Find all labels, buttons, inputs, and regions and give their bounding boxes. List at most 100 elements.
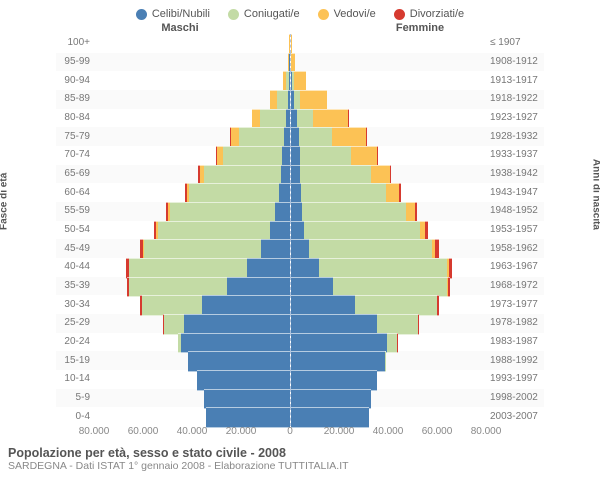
pyramid-row: 5-91998-2002: [56, 389, 544, 408]
segment-m: [300, 146, 351, 167]
segment-d: [425, 221, 428, 242]
pyramid-row: 85-891918-1922: [56, 90, 544, 109]
birth-label: 1923-1927: [486, 113, 544, 123]
birth-label: 1998-2002: [486, 393, 544, 403]
segment-m: [319, 258, 447, 279]
age-label: 50-54: [56, 225, 94, 235]
bar-female: [291, 146, 487, 165]
birth-label: 1948-1952: [486, 206, 544, 216]
legend-swatch: [228, 9, 239, 20]
pyramid-row: 15-191988-1992: [56, 351, 544, 370]
bar-male: [94, 221, 291, 240]
birth-label: 1933-1937: [486, 150, 544, 160]
age-label: 45-49: [56, 244, 94, 254]
bar-female: [291, 295, 487, 314]
bar-male: [94, 53, 291, 72]
chart-title: Popolazione per età, sesso e stato civil…: [8, 446, 592, 460]
segment-w: [332, 127, 366, 148]
segment-m: [223, 146, 283, 167]
birth-label: 1963-1967: [486, 262, 544, 272]
segment-m: [142, 295, 202, 316]
segment-c: [202, 295, 290, 316]
segment-d: [399, 183, 401, 204]
segment-w: [351, 146, 377, 167]
x-tick: 60.000: [128, 426, 159, 437]
legend-label: Divorziati/e: [410, 8, 464, 20]
bar-male: [94, 389, 291, 408]
bar-female: [291, 407, 487, 426]
chart-area: Fasce di età Anni di nascita 100+≤ 1907 9…: [0, 34, 600, 426]
legend-label: Vedovi/e: [334, 8, 376, 20]
segment-m: [204, 165, 281, 186]
age-label: 40-44: [56, 262, 94, 272]
bar-female: [291, 127, 487, 146]
yaxis-label-left: Fasce di età: [0, 173, 10, 230]
birth-label: 1918-1922: [486, 94, 544, 104]
segment-c: [291, 333, 388, 354]
bar-male: [94, 34, 291, 53]
pyramid-row: 10-141993-1997: [56, 370, 544, 389]
legend-item: Vedovi/e: [318, 8, 376, 20]
age-label: 90-94: [56, 76, 94, 86]
segment-c: [291, 314, 378, 335]
birth-label: 1913-1917: [486, 76, 544, 86]
segment-m: [385, 351, 386, 372]
segment-d: [448, 277, 451, 298]
age-label: 10-14: [56, 374, 94, 384]
age-label: 15-19: [56, 356, 94, 366]
birth-label: 1968-1972: [486, 281, 544, 291]
segment-c: [291, 370, 378, 391]
pyramid-row: 25-291978-1982: [56, 314, 544, 333]
segment-m: [129, 258, 246, 279]
bar-female: [291, 34, 487, 53]
segment-m: [304, 221, 420, 242]
age-label: 55-59: [56, 206, 94, 216]
gender-headers: Maschi Femmine: [0, 22, 600, 34]
bar-male: [94, 314, 291, 333]
bar-male: [94, 407, 291, 426]
age-label: 0-4: [56, 412, 94, 422]
segment-c: [247, 258, 290, 279]
bar-male: [94, 90, 291, 109]
bar-male: [94, 351, 291, 370]
segment-m: [297, 109, 313, 130]
segment-c: [284, 127, 290, 148]
bar-male: [94, 295, 291, 314]
x-tick: 60.000: [422, 426, 453, 437]
segment-d: [449, 258, 452, 279]
pyramid-row: 70-741933-1937: [56, 146, 544, 165]
pyramid-row: 100+≤ 1907: [56, 34, 544, 53]
age-label: 95-99: [56, 57, 94, 67]
pyramid-row: 0-42003-2007: [56, 407, 544, 426]
segment-m: [333, 277, 447, 298]
segment-m: [129, 277, 227, 298]
pyramid-row: 45-491958-1962: [56, 239, 544, 258]
bar-female: [291, 333, 487, 352]
yaxis-label-right: Anni di nascita: [591, 159, 600, 230]
pyramid-row: 40-44 1963-1967: [56, 258, 544, 277]
segment-d: [435, 239, 438, 260]
segment-c: [286, 109, 290, 130]
bar-female: [291, 277, 487, 296]
legend: Celibi/NubiliConiugati/eVedovi/eDivorzia…: [0, 0, 600, 22]
pyramid-row: 80-841923-1927: [56, 109, 544, 128]
segment-c: [291, 407, 369, 428]
bar-female: [291, 183, 487, 202]
segment-c: [197, 370, 290, 391]
segment-c: [279, 183, 290, 204]
bar-female: [291, 71, 487, 90]
bar-male: [94, 333, 291, 352]
segment-m: [355, 295, 437, 316]
x-tick: 80.000: [79, 426, 110, 437]
segment-w: [371, 165, 390, 186]
segment-c: [282, 146, 289, 167]
bar-male: [94, 277, 291, 296]
birth-label: 1953-1957: [486, 225, 544, 235]
legend-item: Coniugati/e: [228, 8, 300, 20]
x-tick: 20.000: [324, 426, 355, 437]
segment-m: [144, 239, 261, 260]
age-label: 65-69: [56, 169, 94, 179]
age-label: 60-64: [56, 188, 94, 198]
segment-m: [377, 314, 417, 335]
bar-male: [94, 165, 291, 184]
